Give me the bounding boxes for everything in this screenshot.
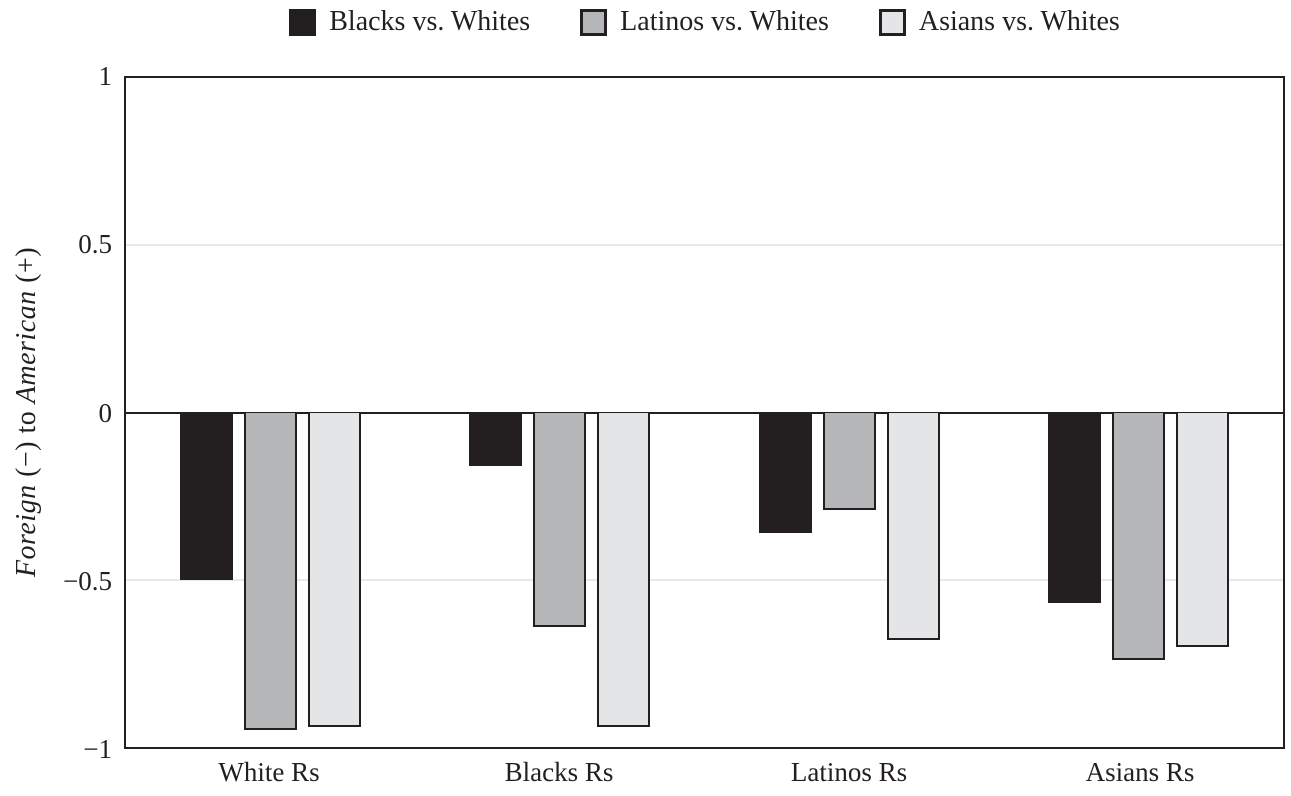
gridline-neg-0.5 xyxy=(126,578,1283,581)
bar-blacks-rs-blacks-vs-whites xyxy=(469,412,523,467)
legend-swatch-lightgray-icon xyxy=(878,8,906,36)
gridline-0.5 xyxy=(126,244,1283,247)
legend-item-latinos-vs-whites: Latinos vs. Whites xyxy=(580,6,829,38)
bar-blacks-rs-latinos-vs-whites xyxy=(533,412,587,627)
y-tick-0: 0 xyxy=(98,398,113,428)
chart-legend: Blacks vs. Whites Latinos vs. Whites Asi… xyxy=(124,2,1285,42)
legend-label: Latinos vs. Whites xyxy=(620,6,829,37)
y-tick-neg-1: −1 xyxy=(83,734,112,764)
legend-item-blacks-vs-whites: Blacks vs. Whites xyxy=(289,6,530,38)
legend-swatch-black-icon xyxy=(289,8,317,36)
bar-asians-rs-latinos-vs-whites xyxy=(1111,412,1165,661)
x-label-asians-rs: Asians Rs xyxy=(1085,757,1195,787)
bar-latinos-rs-asians-vs-whites xyxy=(886,412,940,640)
bar-white-rs-blacks-vs-whites xyxy=(180,412,234,580)
y-axis-label-part: Foreign xyxy=(11,484,42,578)
bar-asians-rs-asians-vs-whites xyxy=(1175,412,1229,647)
y-tick-neg-0.5: −0.5 xyxy=(63,566,112,596)
x-label-latinos-rs: Latinos Rs xyxy=(790,757,908,787)
legend-swatch-gray-icon xyxy=(580,8,608,36)
bar-blacks-rs-asians-vs-whites xyxy=(597,412,651,727)
legend-label: Blacks vs. Whites xyxy=(329,6,531,37)
plot-area xyxy=(124,76,1285,749)
bar-latinos-rs-blacks-vs-whites xyxy=(758,412,812,533)
x-label-white-rs: White Rs xyxy=(218,757,320,787)
y-axis-label-part: American xyxy=(11,290,42,404)
y-tick-1: 1 xyxy=(98,61,113,91)
bar-white-rs-latinos-vs-whites xyxy=(244,412,298,731)
legend-label: Asians vs. Whites xyxy=(918,6,1120,37)
x-label-blacks-rs: Blacks Rs xyxy=(504,757,614,787)
legend-item-asians-vs-whites: Asians vs. Whites xyxy=(878,6,1120,38)
bar-latinos-rs-latinos-vs-whites xyxy=(822,412,876,510)
bar-asians-rs-blacks-vs-whites xyxy=(1047,412,1101,604)
bar-white-rs-asians-vs-whites xyxy=(308,412,362,727)
y-tick-0.5: 0.5 xyxy=(78,229,112,259)
zero-axis-line xyxy=(126,411,1283,414)
